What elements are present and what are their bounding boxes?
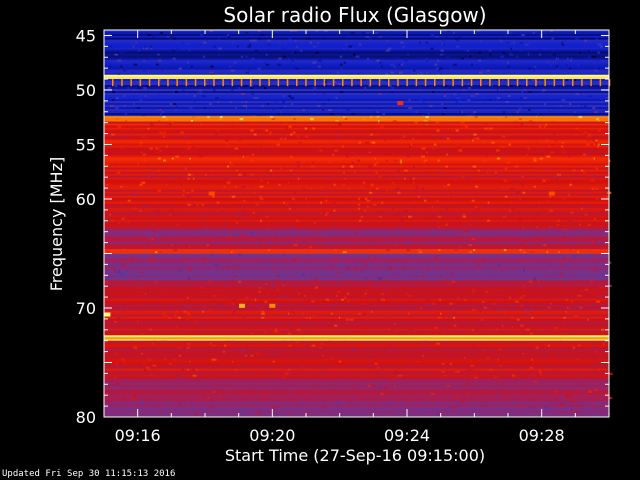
frequency-band-3 [104,79,610,117]
y-tick-label: 70 [76,299,96,318]
heatmap-plot-area [103,29,613,418]
y-tick-label: 55 [76,135,96,154]
x-tick-label: 09:16 [115,426,161,445]
frequency-band-13 [104,378,613,418]
updated-timestamp: Updated Fri Sep 30 11:15:13 2016 [2,469,176,479]
x-axis: 09:16 09:20 09:24 09:28 [103,30,610,445]
frequency-band-2 [104,74,609,80]
frequency-band-9 [104,253,612,282]
y-axis: 45 50 55 60 70 80 [76,26,609,427]
frequency-band-11 [104,335,609,341]
frequency-band-5 [104,121,611,173]
x-axis-label: Start Time (27-Sep-16 09:15:00) [225,446,485,465]
y-tick-label: 50 [76,81,96,100]
x-tick-label: 09:24 [384,426,430,445]
x-tick-label: 09:20 [249,426,295,445]
burst-spot-2 [548,191,555,196]
frequency-band-6 [104,171,612,227]
frequency-band-0 [104,30,609,38]
plot-frame [103,29,610,418]
y-axis-label: Frequency [MHz] [47,157,66,291]
y-tick-label: 60 [76,190,96,209]
burst-spot-4 [269,303,276,308]
burst-spot-0 [397,101,404,105]
burst-spot-5 [104,312,111,317]
y-tick-label: 45 [76,26,96,45]
frequency-band-10 [104,280,612,336]
burst-spot-3 [239,303,245,308]
chart-title: Solar radio Flux (Glasgow) [223,3,486,27]
x-tick-label: 09:28 [519,426,565,445]
frequency-band-1 [104,37,609,75]
frequency-band-7 [104,226,609,250]
frequency-band-12 [104,340,613,380]
frequency-band-4 [104,116,609,122]
y-tick-label: 80 [76,408,96,427]
burst-spot-1 [208,191,215,196]
frequency-band-8 [104,249,609,254]
periodic-bursts [112,79,611,87]
